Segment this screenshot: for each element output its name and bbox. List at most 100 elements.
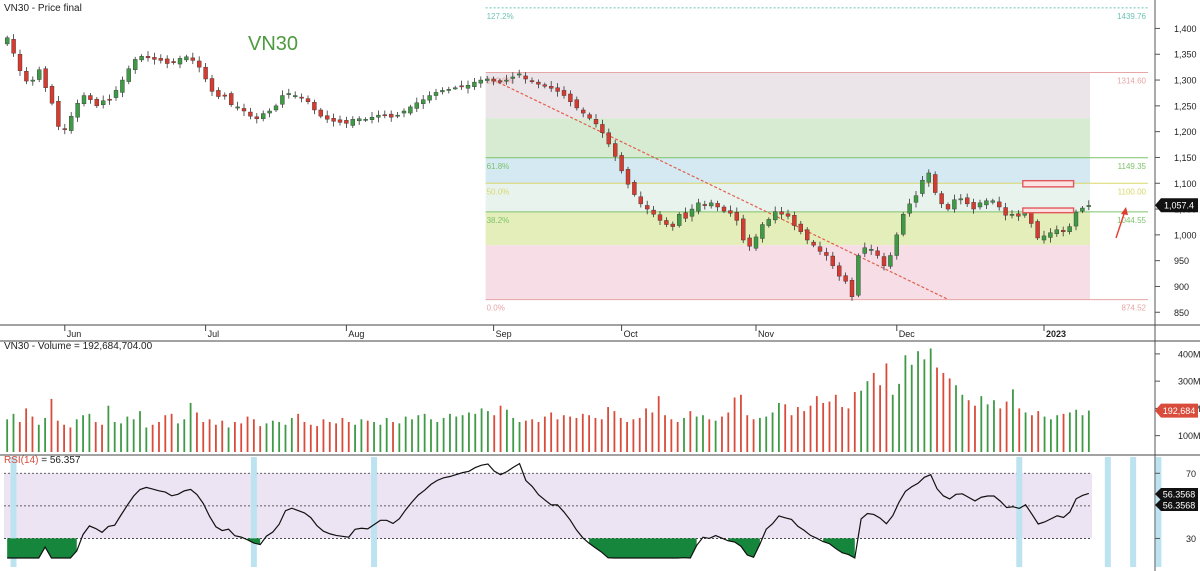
volume-bar xyxy=(524,420,527,452)
candle-down xyxy=(651,209,656,215)
volume-bar xyxy=(170,413,173,452)
candle-down xyxy=(542,84,547,87)
resistance-boxes xyxy=(1022,179,1128,239)
volume-bar xyxy=(898,383,900,452)
volume-bar xyxy=(12,413,15,452)
volume-bar xyxy=(259,426,262,452)
volume-bar xyxy=(56,420,59,452)
rsi-highlight xyxy=(250,457,257,567)
rsi-highlight xyxy=(1016,457,1023,567)
candle-up xyxy=(952,199,957,210)
volume-bar xyxy=(25,408,28,452)
rsi-oversold-fill xyxy=(7,538,855,558)
rsi-last-label: 56.3568 xyxy=(1163,501,1196,511)
rsi-tick-label: 30 xyxy=(1186,534,1196,544)
volume-bar xyxy=(619,417,622,452)
volume-bar xyxy=(101,424,103,452)
rsi-last-label: 56.3568 xyxy=(1163,490,1196,500)
candle-down xyxy=(165,58,170,64)
volume-bar xyxy=(904,355,907,452)
volume-bar xyxy=(18,422,21,452)
month-label: Oct xyxy=(624,329,639,339)
candle-down xyxy=(171,61,176,63)
volume-bar xyxy=(1037,411,1040,452)
month-label: Dec xyxy=(899,329,916,339)
volume-bar xyxy=(759,417,761,452)
candle-down xyxy=(382,114,387,117)
volume-bar xyxy=(82,415,84,452)
candle-up xyxy=(888,255,893,267)
candle-down xyxy=(734,211,739,221)
candle-down xyxy=(613,143,618,157)
volume-bar xyxy=(151,424,154,452)
volume-bar xyxy=(853,392,856,452)
candles xyxy=(5,34,1091,301)
volume-bar xyxy=(543,416,546,452)
candle-up xyxy=(81,95,87,104)
candle-down xyxy=(318,109,323,117)
rsi-equals: = xyxy=(38,455,49,466)
candle-down xyxy=(664,220,669,225)
candle-down xyxy=(792,215,797,226)
price-tick-label: 1,000 xyxy=(1174,230,1197,240)
volume-bar xyxy=(6,419,9,452)
candle-down xyxy=(702,204,707,206)
price-tick-label: 1,150 xyxy=(1174,153,1197,163)
volume-bar xyxy=(347,422,350,452)
volume-bar xyxy=(537,422,540,452)
candle-down xyxy=(1016,213,1021,217)
volume-bar xyxy=(493,415,496,452)
volume-bar xyxy=(120,423,122,452)
candle-up xyxy=(984,200,989,206)
volume-bar xyxy=(847,408,850,452)
volume-bar xyxy=(569,416,572,452)
candle-up xyxy=(862,247,867,254)
candle-down xyxy=(305,98,311,102)
candle-down xyxy=(197,60,202,68)
candle-up xyxy=(37,69,42,80)
candle-down xyxy=(325,115,330,120)
price-tick-label: 1,400 xyxy=(1174,24,1197,34)
candle-up xyxy=(696,202,701,212)
candle-up xyxy=(689,208,695,217)
volume-bar xyxy=(923,359,926,452)
volume-bar xyxy=(721,416,723,452)
volume-bar xyxy=(316,426,319,452)
candle-up xyxy=(113,90,119,98)
volume-bar xyxy=(139,411,141,452)
volume-bar xyxy=(1018,408,1021,452)
chart-title: VN30 xyxy=(248,33,298,55)
candle-down xyxy=(721,206,727,212)
candle-down xyxy=(529,80,535,82)
volume-bar xyxy=(948,378,951,452)
volume-bar xyxy=(265,423,268,452)
volume-bar xyxy=(765,416,768,452)
volume-bar xyxy=(398,423,401,452)
volume-bar xyxy=(562,415,565,452)
volume-bar xyxy=(581,413,584,452)
month-label: Sep xyxy=(496,329,512,339)
candle-up xyxy=(907,203,912,214)
candle-up xyxy=(510,76,515,79)
volume-bar xyxy=(803,411,806,452)
volume-bar xyxy=(385,417,388,452)
volume-panel-header: VN30 - Volume = 192,684,704.00 xyxy=(4,341,153,352)
candle-down xyxy=(805,229,810,241)
volume-bar xyxy=(164,415,167,452)
candle-down xyxy=(1061,230,1066,232)
fib-level-percent: 0.0% xyxy=(487,304,505,313)
volume-bar xyxy=(290,417,293,452)
candle-down xyxy=(593,119,599,125)
volume-tick-label: 100M xyxy=(1178,431,1200,441)
candle-down xyxy=(683,212,688,219)
candle-up xyxy=(1080,207,1085,212)
volume-bar xyxy=(917,351,919,452)
volume-bar xyxy=(891,394,894,452)
candle-down xyxy=(94,98,99,107)
volume-bar xyxy=(1068,412,1071,452)
candle-down xyxy=(459,85,464,88)
candle-up xyxy=(856,255,861,296)
month-label: Aug xyxy=(348,329,364,339)
candle-up xyxy=(267,110,272,114)
